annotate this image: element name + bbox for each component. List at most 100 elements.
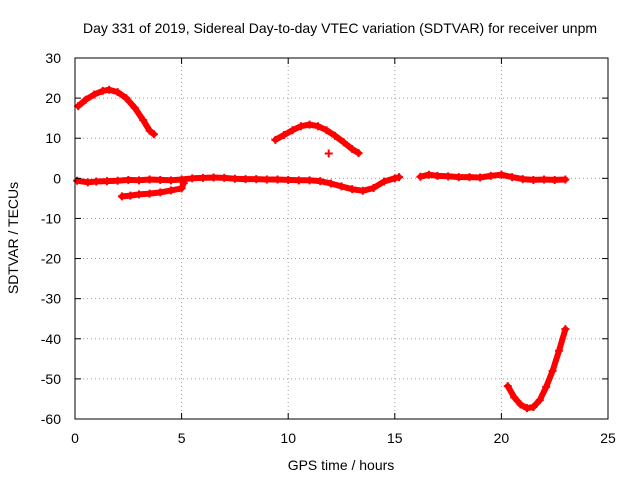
data-point — [305, 120, 314, 129]
data-point — [416, 172, 425, 181]
data-point — [518, 175, 527, 184]
data-point — [134, 190, 143, 199]
data-point — [380, 177, 389, 186]
data-point — [288, 126, 297, 135]
data-point — [503, 382, 512, 391]
data-point — [324, 149, 333, 158]
data-point — [522, 404, 531, 413]
data-point — [542, 382, 551, 391]
data-point — [354, 149, 363, 158]
data-point — [390, 174, 399, 183]
data-point — [465, 173, 474, 182]
data-point — [220, 173, 229, 182]
y-tick-label: 10 — [45, 130, 61, 146]
data-point — [316, 177, 325, 186]
data-point — [198, 173, 207, 182]
data-point — [535, 396, 544, 405]
data-point — [166, 186, 175, 195]
data-point — [83, 178, 92, 187]
data-point — [139, 116, 148, 125]
data-point — [92, 177, 101, 186]
data-point — [145, 189, 154, 198]
data-point — [348, 145, 357, 154]
data-point — [271, 135, 280, 144]
data-point — [454, 173, 463, 182]
data-point — [305, 176, 314, 185]
data-point — [273, 175, 282, 184]
data-point — [510, 393, 519, 402]
y-tick-label: -40 — [41, 331, 61, 347]
data-point — [548, 366, 557, 375]
data-point — [179, 179, 188, 188]
axis-ticks — [74, 57, 609, 420]
data-point — [230, 174, 239, 183]
data-point — [540, 175, 549, 184]
y-tick-label: 20 — [45, 90, 61, 106]
data-point — [130, 103, 139, 112]
y-axis-title: SDTVAR / TECUs — [5, 182, 21, 294]
data-point — [209, 173, 218, 182]
data-point — [561, 175, 570, 184]
data-point — [339, 138, 348, 147]
data-point — [433, 171, 442, 180]
data-point — [145, 175, 154, 184]
series-point-isolated — [324, 149, 333, 158]
series-band-near-zero — [73, 173, 404, 195]
data-point — [134, 176, 143, 185]
data-point — [117, 192, 126, 201]
x-tick-label: 5 — [178, 430, 186, 446]
data-point — [113, 176, 122, 185]
data-point — [358, 186, 367, 195]
series-arc-midday-high — [271, 120, 363, 158]
data-point — [486, 171, 495, 180]
data-point — [156, 175, 165, 184]
data-point — [424, 170, 433, 179]
data-point — [177, 184, 186, 193]
y-tick-label: 0 — [53, 170, 61, 186]
data-point — [122, 94, 131, 103]
data-point — [105, 85, 114, 94]
x-tick-label: 0 — [71, 430, 79, 446]
data-point — [124, 175, 133, 184]
data-point — [241, 175, 250, 184]
data-point — [166, 176, 175, 185]
series-band-low — [117, 179, 188, 201]
data-point — [444, 172, 453, 181]
y-tick-label: -10 — [41, 210, 61, 226]
plot-frame — [74, 57, 609, 420]
data-point — [508, 173, 517, 182]
data-point — [284, 175, 293, 184]
data-series — [73, 85, 570, 413]
data-point — [476, 173, 485, 182]
data-point — [262, 175, 271, 184]
data-point — [395, 173, 404, 182]
y-tick-label: 30 — [45, 50, 61, 66]
data-point — [102, 177, 111, 186]
data-point — [126, 191, 135, 200]
data-point — [322, 126, 331, 135]
series-arc-early-high — [74, 85, 158, 139]
chart-title: Day 331 of 2019, Sidereal Day-to-day VTE… — [83, 20, 597, 36]
y-tick-label: -60 — [41, 411, 61, 427]
y-tick-label: -30 — [41, 291, 61, 307]
data-point — [369, 183, 378, 192]
series-trace — [504, 326, 569, 412]
data-point — [81, 95, 90, 104]
data-point — [90, 90, 99, 99]
data-point — [348, 185, 357, 194]
grid-lines — [75, 58, 608, 419]
data-point — [145, 126, 154, 135]
x-tick-label: 10 — [280, 430, 296, 446]
data-point — [529, 175, 538, 184]
data-point — [156, 188, 165, 197]
data-point — [113, 88, 122, 97]
y-tick-labels: -60 -50 -40 -30 -20 -10 0 10 20 30 — [41, 50, 61, 427]
data-point — [550, 175, 559, 184]
data-point — [331, 131, 340, 140]
x-tick-label: 20 — [494, 430, 510, 446]
x-tick-labels: 0 5 10 15 20 25 — [71, 430, 616, 446]
x-axis-title: GPS time / hours — [288, 457, 395, 473]
data-point — [149, 130, 158, 139]
data-point — [98, 86, 107, 95]
data-point — [554, 346, 563, 355]
